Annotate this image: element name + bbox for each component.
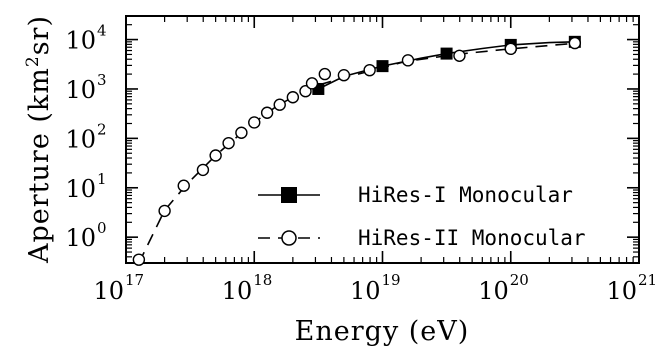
y-tick-label-base: 10 bbox=[65, 224, 96, 252]
x-tick-label-exponent: 18 bbox=[253, 271, 272, 289]
legend-label-hires-i: HiRes-I Monocular bbox=[358, 183, 573, 207]
x-tick-label-base: 10 bbox=[350, 277, 381, 305]
data-point-circle bbox=[260, 106, 274, 119]
data-point-circle bbox=[299, 85, 312, 98]
data-point-circle bbox=[568, 36, 582, 50]
x-axis: 10 17 10 18 10 19 10 20 10 21 bbox=[93, 16, 657, 305]
y-axis-title-main: Aperture (km bbox=[24, 67, 55, 264]
data-point-circle bbox=[132, 253, 146, 266]
y-tick-label-base: 10 bbox=[65, 76, 96, 104]
data-point-circle bbox=[273, 98, 286, 111]
y-tick-label-exponent: 3 bbox=[97, 71, 107, 89]
series-layer bbox=[132, 35, 582, 266]
legend-marker-hires-ii bbox=[281, 230, 297, 246]
y-axis-title-tail: sr) bbox=[24, 15, 55, 55]
data-point-circle bbox=[235, 126, 248, 139]
series-hires-ii bbox=[132, 36, 582, 266]
data-point-circle bbox=[401, 54, 415, 67]
data-point-circle bbox=[305, 77, 319, 90]
x-tick-label-base: 10 bbox=[478, 277, 509, 305]
data-point-square bbox=[440, 47, 453, 60]
series-hires-i bbox=[312, 35, 581, 95]
legend-entry-hires-ii: HiRes-II Monocular bbox=[258, 226, 586, 250]
x-tick-label-base: 10 bbox=[93, 277, 124, 305]
x-tick-label-exponent: 19 bbox=[382, 271, 401, 289]
y-tick-label-base: 10 bbox=[65, 27, 96, 55]
data-point-circle bbox=[248, 116, 261, 129]
x-tick-label-exponent: 17 bbox=[125, 271, 144, 289]
y-tick-label-base: 10 bbox=[65, 175, 96, 203]
legend: HiRes-I Monocular HiRes-II Monocular bbox=[258, 183, 586, 250]
y-axis-title-superscript: 2 bbox=[23, 55, 43, 67]
data-point-circle bbox=[504, 42, 517, 56]
data-point-circle bbox=[196, 163, 210, 177]
y-axis-title: Aperture (km2sr) bbox=[23, 15, 55, 264]
legend-label-hires-ii: HiRes-II Monocular bbox=[358, 226, 586, 250]
y-tick-label-exponent: 0 bbox=[97, 219, 107, 237]
x-tick-label-base: 10 bbox=[222, 277, 253, 305]
data-point-circle bbox=[318, 67, 332, 81]
x-tick-label-exponent: 20 bbox=[510, 271, 529, 289]
y-tick-label-exponent: 2 bbox=[97, 120, 107, 138]
y-tick-label-exponent: 1 bbox=[97, 170, 107, 188]
legend-entry-hires-i: HiRes-I Monocular bbox=[258, 183, 573, 207]
data-point-circle bbox=[209, 149, 222, 162]
y-tick-label-base: 10 bbox=[65, 125, 96, 153]
data-point-circle bbox=[286, 91, 300, 104]
data-point-circle bbox=[177, 179, 190, 192]
data-point-circle bbox=[453, 49, 466, 62]
data-point-circle bbox=[363, 63, 376, 77]
y-tick-label-exponent: 4 bbox=[97, 22, 107, 40]
data-point-circle bbox=[222, 136, 235, 150]
legend-marker-hires-i bbox=[281, 187, 297, 203]
x-tick-label-base: 10 bbox=[606, 277, 637, 305]
data-point-circle bbox=[158, 204, 171, 218]
data-point-circle bbox=[337, 68, 351, 82]
x-axis-title: Energy (eV) bbox=[295, 316, 470, 347]
x-tick-label-exponent: 21 bbox=[638, 271, 657, 289]
